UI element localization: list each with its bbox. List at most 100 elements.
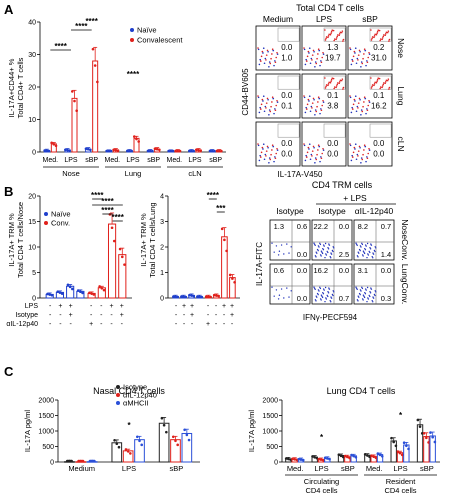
c-lung-ytick-label: 500 <box>266 444 278 451</box>
a-flow-event <box>258 63 261 66</box>
b-nose-bar-naive-point <box>68 285 72 289</box>
a-flow-event <box>325 84 328 86</box>
a-flow-row-label: cLN <box>396 136 406 151</box>
a-flow-event <box>362 153 364 156</box>
a-flow-event <box>320 108 322 110</box>
b-flow-event <box>330 252 332 254</box>
a-flow-value-conv: 31.0 <box>371 53 387 62</box>
a-flow-event <box>265 102 268 104</box>
c-nasal-bar-1-point <box>77 459 80 463</box>
a-bar-naive-point <box>109 149 113 153</box>
a-flow-event <box>366 61 369 64</box>
a-flow-event <box>319 160 321 163</box>
a-flow-value-conv: 16.2 <box>371 101 387 110</box>
c-lung-bar-0-point <box>390 436 393 440</box>
c-lung-bar-2-point <box>297 457 301 461</box>
a-flow-event <box>368 51 370 54</box>
b-flow-event <box>320 294 323 296</box>
b-flow-event <box>325 298 328 300</box>
b-lung-condition-mark: + <box>190 312 194 319</box>
c-lung-bar-0-point <box>392 440 396 444</box>
c-lung-bar-1-point <box>427 441 430 444</box>
a-flow-event <box>315 110 318 113</box>
b-nose-bar-conv-point <box>123 263 126 266</box>
a-flow-event <box>322 101 325 103</box>
c-lung-bar-0-point <box>311 455 314 458</box>
b-lung-bar-naive-point <box>188 293 191 297</box>
c-lung-bar-1-point <box>348 456 351 460</box>
a-flow-event <box>267 50 269 53</box>
b-flow-event <box>358 292 361 295</box>
c-lung-bar-2-point <box>299 458 303 461</box>
c-lung-bar-2-point <box>326 457 329 460</box>
c-lung-bar-2-point <box>328 457 331 461</box>
a-flow-event <box>377 77 380 80</box>
a-flow-event <box>260 103 263 106</box>
a-flow-event <box>341 78 344 80</box>
b-flow-plot <box>311 219 353 261</box>
b-flow-event <box>359 245 362 247</box>
a-flow-event <box>306 151 309 154</box>
b-flow-event <box>372 252 374 254</box>
a-bar-naive-point <box>213 149 216 153</box>
b-flow-event <box>290 290 292 292</box>
b-lung-bar-conv-point <box>215 294 218 297</box>
a-flow-event <box>305 156 308 158</box>
b-nose-bar-conv-point <box>102 288 106 292</box>
a-flow-event <box>312 145 315 148</box>
a-flow-event <box>264 153 267 156</box>
b-flow-event <box>370 243 372 245</box>
a-flow-event <box>351 106 353 109</box>
c-nasal-bar-1-point <box>81 459 85 463</box>
a-flow-event <box>368 149 371 151</box>
a-bar-naive-point <box>45 149 49 153</box>
b-flow-event <box>366 286 369 289</box>
a-bar-conv-point <box>112 148 115 152</box>
a-flow-event <box>322 99 324 102</box>
a-bar-ytick-label: 20 <box>28 85 36 92</box>
b-flow-event <box>374 246 376 248</box>
a-flow-event <box>262 47 265 49</box>
a-flow-event <box>319 112 321 115</box>
a-flow-event <box>313 146 315 149</box>
a-flow-event <box>311 155 313 157</box>
a-flow-event <box>333 87 335 90</box>
a-flow-event <box>377 29 380 32</box>
b-condition-row-label: αIL-12p40 <box>6 321 38 328</box>
c-nasal-bar-1-point <box>129 452 132 455</box>
b-flow-event <box>314 244 316 247</box>
b-flow-event <box>330 257 332 259</box>
a-flow-value-conv: 3.8 <box>327 101 339 110</box>
a-flow-event <box>379 87 381 90</box>
a-flow-value-conv: 1.0 <box>281 53 293 62</box>
a-flow-event <box>358 145 361 148</box>
b-flow-event <box>361 287 364 290</box>
a-flow-event <box>267 146 269 149</box>
a-flow-event <box>333 86 336 88</box>
a-flow-event <box>270 105 272 108</box>
a-flow-event <box>327 83 330 85</box>
b-flow-event <box>288 252 290 254</box>
a-flow-event <box>349 144 352 147</box>
b-flow-event <box>321 296 324 299</box>
a-flow-event <box>268 66 270 68</box>
c-nasal-bar-1 <box>170 439 181 463</box>
a-flow-event <box>351 108 354 110</box>
b-flow-value-ur: 0.0 <box>339 266 349 275</box>
c-lung-bar-2-point <box>407 447 410 451</box>
a-flow-event <box>318 97 321 100</box>
a-flow-event <box>330 78 333 81</box>
b-lung-bar-conv-point <box>212 293 216 297</box>
a-flow-event <box>260 151 263 154</box>
a-flow-event <box>320 60 322 62</box>
b-flow-row-label: LungConv. <box>400 264 410 304</box>
b-flow-event <box>332 246 334 248</box>
a-flow-event <box>263 62 266 65</box>
a-bar-naive-point <box>169 149 173 153</box>
a-flow-value-naive: 0.0 <box>281 91 293 100</box>
b-flow-event <box>362 299 364 301</box>
b-flow-event <box>363 251 365 254</box>
b-nose-bar-conv <box>118 254 127 299</box>
b-flow-event <box>313 286 315 288</box>
